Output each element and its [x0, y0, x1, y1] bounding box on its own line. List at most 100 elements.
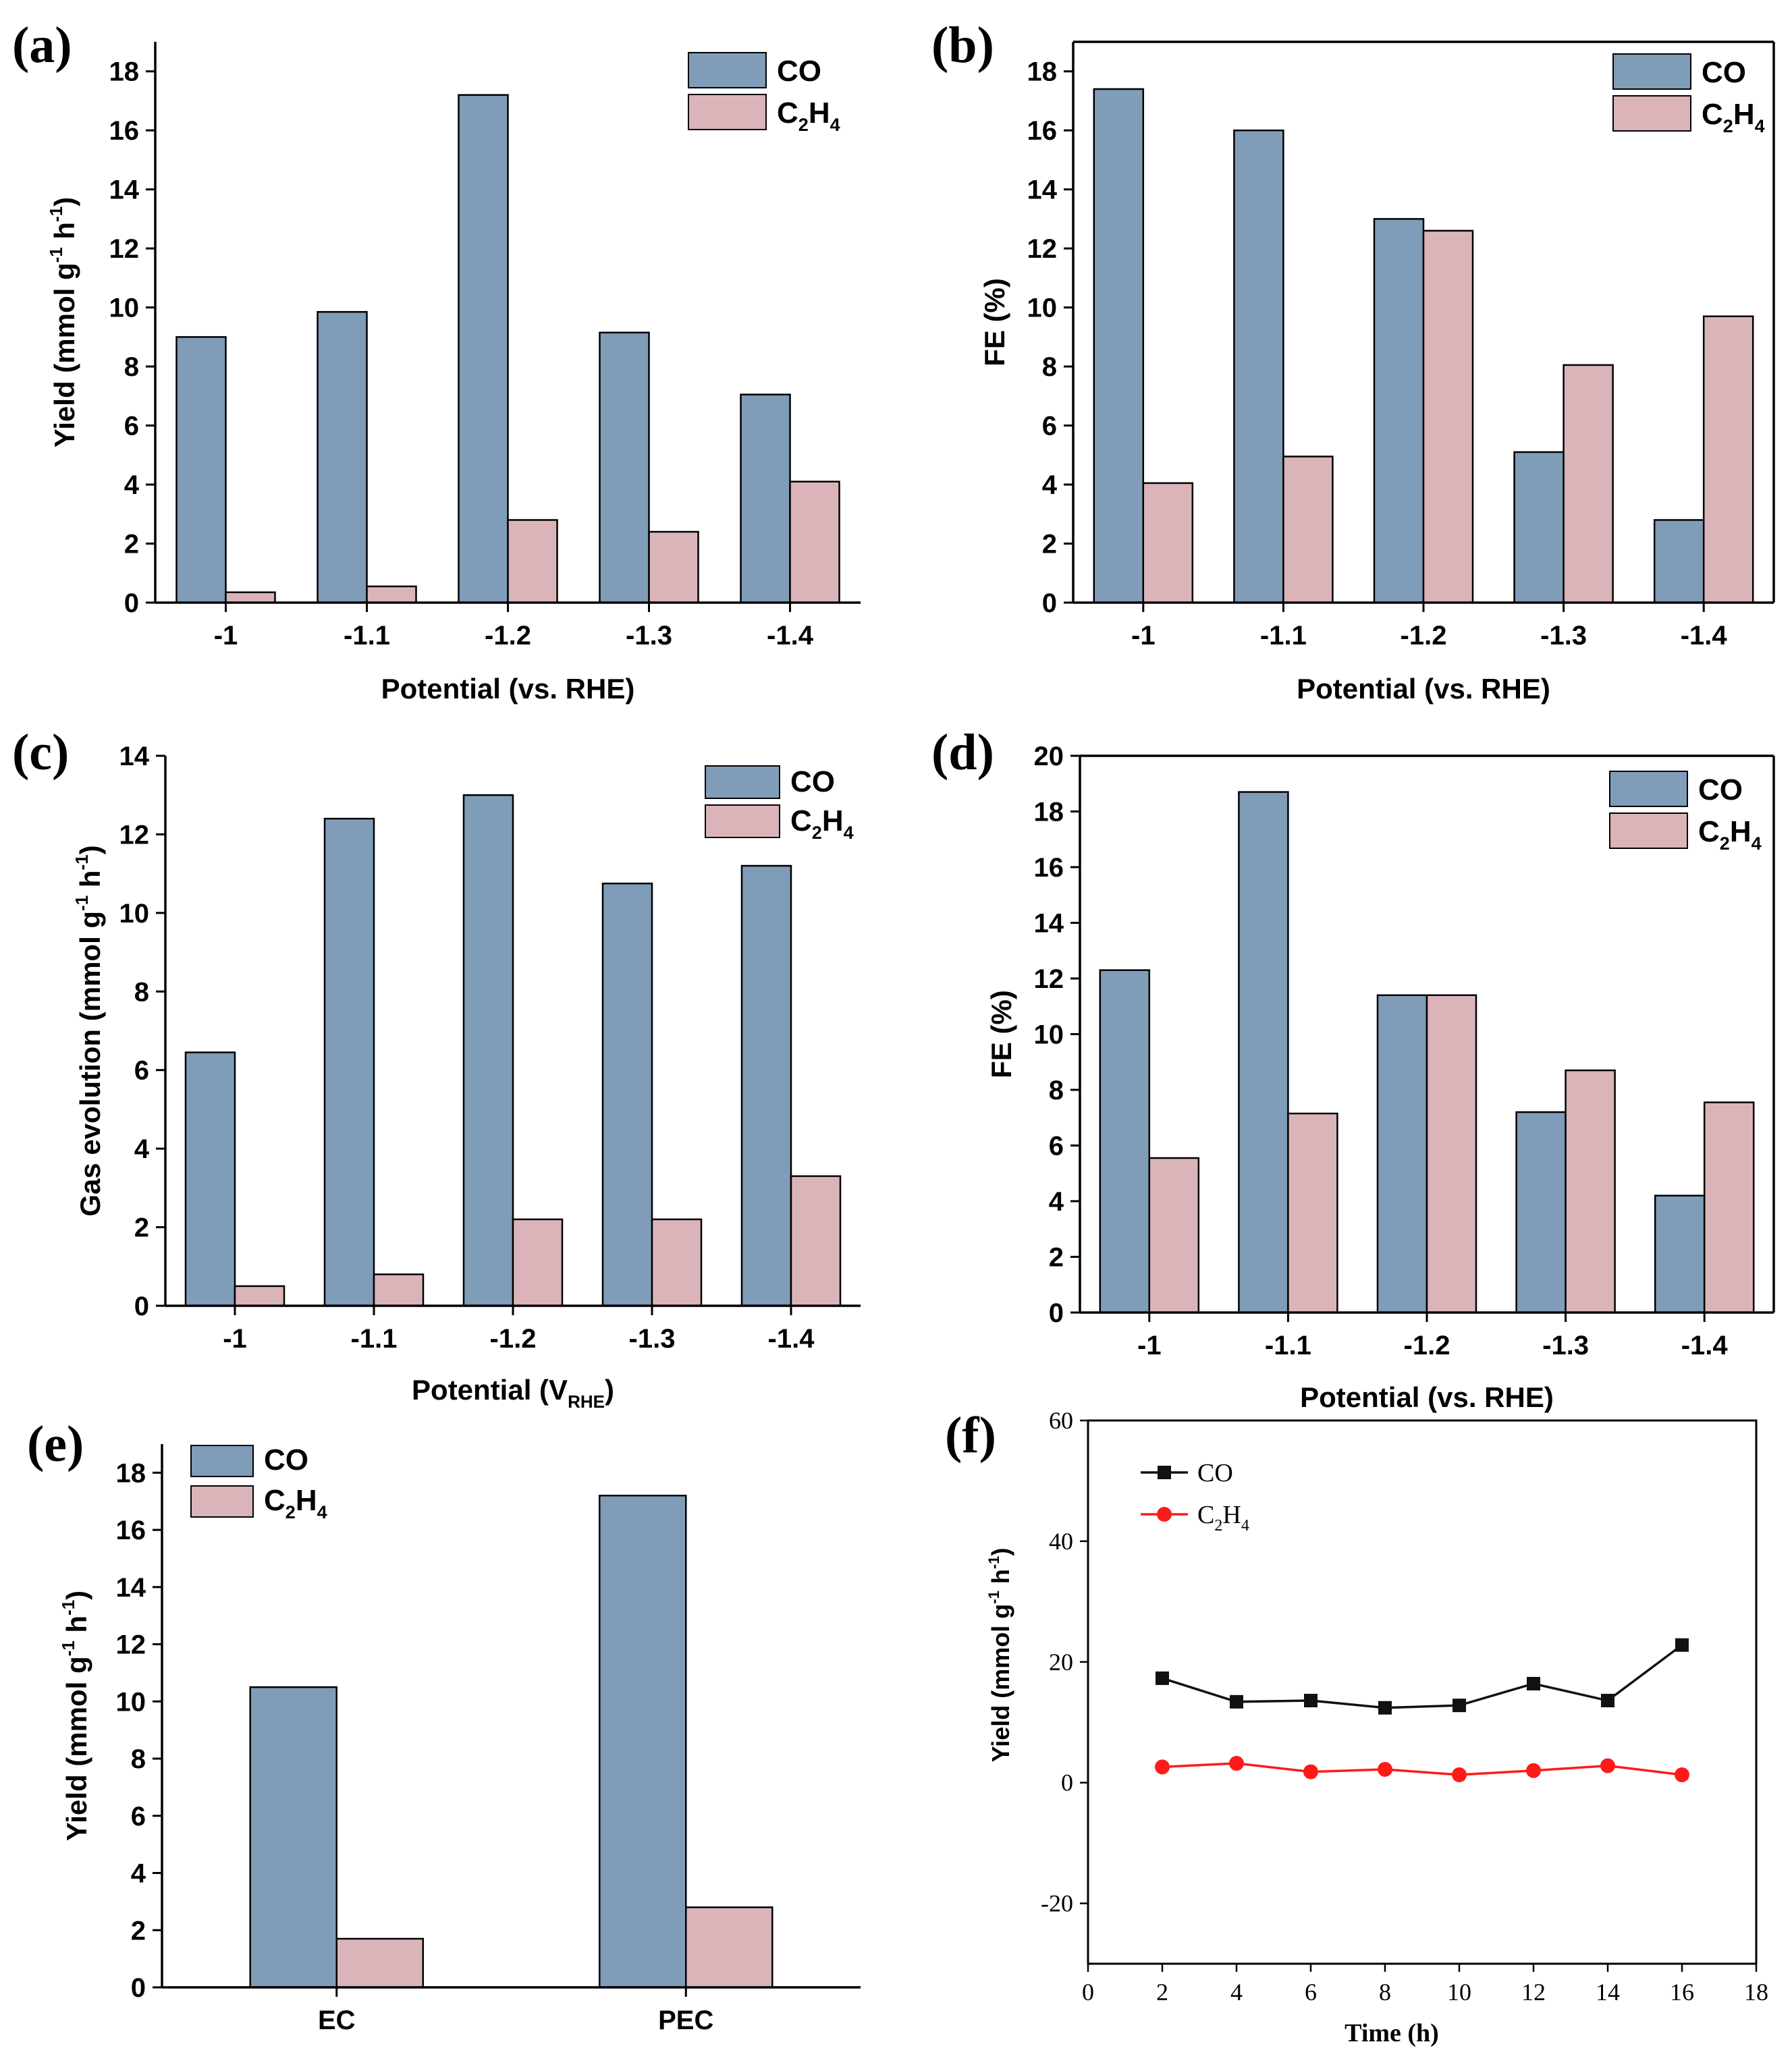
y-tick-label: 8 [134, 977, 149, 1007]
y-tick-label: 40 [1049, 1528, 1073, 1555]
text-part: H [1733, 98, 1755, 131]
x-tick-label: -1.1 [351, 1324, 398, 1354]
x-axis-title: Time (h) [1345, 2019, 1439, 2047]
y-tick-label: 2 [1042, 530, 1057, 559]
y-tick-label: 12 [116, 1630, 146, 1660]
text-part: 4 [844, 823, 854, 843]
bar-co--1.1 [317, 310, 368, 604]
y-tick-label: 8 [131, 1744, 146, 1774]
legend-swatch-c2h4 [190, 1485, 254, 1518]
y-tick-label: 4 [1049, 1187, 1064, 1217]
y-tick-label: 14 [109, 175, 140, 205]
point-c2h4 [1303, 1764, 1318, 1780]
point-c2h4 [1378, 1761, 1392, 1777]
legend-swatch-co [705, 765, 780, 799]
bar-co--1.1 [323, 817, 375, 1307]
bar-co--1 [1099, 969, 1151, 1314]
bar-c2h4--1.4 [1703, 1101, 1755, 1314]
y-tick-label: 60 [1049, 1407, 1073, 1434]
y-tick-label: 18 [1034, 798, 1064, 827]
x-axis-title: Potential (vs. RHE) [1300, 1381, 1554, 1413]
x-tick-label: 18 [1744, 1979, 1768, 2006]
bar-co--1.2 [458, 94, 509, 604]
y-tick-label: 0 [131, 1973, 146, 2003]
y-tick-label: 16 [116, 1516, 146, 1545]
legend-label-c2h4: C2H4 [264, 1484, 327, 1522]
bar-co--1.3 [599, 331, 650, 604]
y-tick-label: 8 [1042, 352, 1057, 382]
y-tick-label: 18 [116, 1458, 146, 1488]
bar-c2h4--1.4 [1702, 315, 1754, 604]
y-tick-label: 0 [1049, 1298, 1064, 1328]
y-tick-label: 10 [1027, 294, 1058, 323]
y-tick-label: 2 [124, 530, 139, 559]
text-part: C [1702, 98, 1723, 131]
bar-c2h4--1.4 [790, 1175, 842, 1307]
bar-c2h4--1.3 [651, 1218, 703, 1307]
y-tick-label: 4 [1042, 470, 1058, 500]
x-tick-label: -1.4 [1681, 621, 1728, 651]
text-part: C [790, 804, 812, 837]
panel-label: (c) [12, 724, 69, 781]
bar-co--1.2 [462, 794, 514, 1307]
x-tick-label: -1 [1131, 621, 1156, 651]
text-part: 2 [812, 823, 822, 843]
point-co [1527, 1676, 1540, 1690]
y-tick-label: 12 [1034, 964, 1064, 994]
legend-label-c2h4: C2H4 [1698, 815, 1762, 854]
bar-co--1.3 [1515, 1111, 1567, 1314]
panel-c: (c) -1 -1.1 -1.2 -1.3 -1.4 0 2 4 6 8 10 12 14 Gas evol… [12, 724, 861, 1412]
bar-c2h4--1.2 [1422, 229, 1474, 604]
text-part: Yield (mmol g [987, 1604, 1014, 1763]
legend-label-co: CO [1197, 1459, 1233, 1487]
bar-co--1.3 [601, 882, 653, 1307]
text-part: CO [264, 1443, 308, 1477]
y-tick-label: 18 [109, 57, 140, 87]
text-part: RHE [568, 1391, 605, 1412]
text-part: 2 [798, 115, 809, 135]
bar-c2h4--1 [234, 1285, 286, 1307]
y-tick-label: 12 [109, 234, 140, 264]
text-part: H [822, 804, 844, 837]
bar-c2h4--1 [1148, 1157, 1200, 1314]
legend-label-co: CO [790, 765, 835, 798]
legend-label-c2h4: C2H4 [790, 804, 854, 843]
x-tick-label: -1.4 [1681, 1331, 1729, 1360]
bar-c2h4--1.2 [507, 519, 558, 604]
bar-c2h4--1.1 [373, 1273, 425, 1307]
panel-label: (d) [931, 724, 994, 781]
bar-c2h4--1.1 [366, 585, 417, 604]
x-tick-label: -1.1 [344, 621, 390, 651]
text-part: 2 [286, 1502, 296, 1522]
y-tick-label: 4 [134, 1134, 150, 1164]
y-tick-label: 4 [124, 470, 140, 500]
legend-label-co: CO [1702, 56, 1746, 89]
y-tick-label: 0 [1061, 1769, 1073, 1796]
bar-co--1.4 [1653, 519, 1705, 604]
y-tick-label: -20 [1041, 1890, 1073, 1917]
legend-label-co: CO [1698, 773, 1743, 806]
bar-co--1 [184, 1051, 236, 1307]
text-part: C [264, 1484, 286, 1517]
legend-marker-c2h4 [1157, 1507, 1172, 1522]
text-part: CO [1702, 56, 1746, 89]
legend-swatch-c2h4 [705, 804, 780, 838]
bar-c2h4--1.4 [789, 480, 840, 604]
y-tick-label: 6 [124, 412, 139, 441]
series-line-co [1162, 1644, 1683, 1709]
x-tick-label: 16 [1670, 1979, 1694, 2006]
y-tick-label: 10 [109, 294, 140, 323]
text-part: h [74, 870, 106, 895]
text-part: FE (%) [979, 278, 1010, 366]
y-axis-title: FE (%) [979, 278, 1010, 366]
y-tick-label: 10 [116, 1687, 146, 1717]
y-tick-label: 6 [134, 1056, 149, 1086]
legend-swatch-co [688, 52, 767, 88]
text-part: h [49, 222, 80, 247]
x-tick-label: -1.1 [1265, 1331, 1311, 1360]
legend-label-c2h4: C2H4 [1197, 1501, 1249, 1535]
legend-swatch-co [1612, 53, 1691, 90]
y-tick-label: 14 [119, 742, 150, 771]
y-tick-label: 18 [1027, 57, 1058, 87]
text-part: 4 [830, 115, 840, 135]
